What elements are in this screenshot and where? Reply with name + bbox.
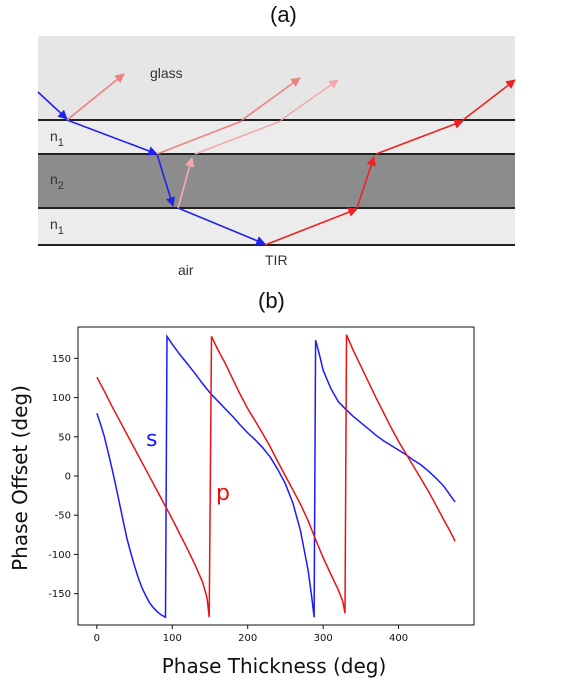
n1-top-label: n1 (50, 128, 64, 149)
air-label: air (178, 262, 194, 278)
reflected-ray-n2 (356, 156, 376, 209)
n2-layer (38, 154, 515, 208)
y-tick-label: -100 (48, 550, 71, 561)
x-tick-label: 300 (314, 633, 333, 644)
y-tick-label: -150 (48, 589, 71, 600)
partial-reflection-3b (194, 120, 282, 155)
partial-reflection-3c (280, 79, 339, 121)
partial-reflection-3a (177, 157, 195, 209)
x-axis-title: Phase Thickness (deg) (162, 654, 387, 678)
x-tick-label: 0 (94, 633, 100, 644)
x-axis-ticks: 0 100 200 300 400 (94, 625, 408, 644)
glass-layer (38, 36, 515, 120)
x-tick-label: 400 (389, 633, 408, 644)
reflected-ray-glass (462, 79, 516, 121)
y-tick-label: 100 (52, 393, 71, 404)
n1-bottom-label: n1 (50, 216, 64, 237)
y-tick-label: 50 (58, 432, 71, 443)
tir-label: TIR (265, 252, 288, 268)
y-axis-title: Phase Offset (deg) (8, 385, 32, 571)
panel-a-label: (a) (270, 2, 297, 27)
series-line-p (96, 334, 456, 618)
thin-film-diagram: glass n1 n2 n1 air TIR (37, 36, 516, 278)
series-label-p: p (216, 481, 230, 506)
n1-bottom-layer (38, 208, 515, 245)
y-tick-label: -50 (55, 511, 71, 522)
plot-frame (77, 326, 475, 626)
phase-chart: 0 100 200 300 400 150 100 50 0 -50 -100 -150 Phase… (8, 326, 475, 678)
partial-reflection-2b (241, 77, 301, 121)
series-label-s: s (146, 427, 157, 452)
transmitted-ray-n2 (156, 153, 176, 207)
n1-top-layer (38, 120, 515, 154)
y-tick-label: 150 (52, 354, 71, 365)
partial-reflection-1 (66, 73, 125, 121)
series-line-s (96, 333, 456, 619)
x-tick-label: 200 (238, 633, 257, 644)
reflected-ray-n1-top (375, 119, 464, 155)
tir-reflected-ray (264, 207, 358, 246)
transmitted-ray-n1-bottom (177, 207, 266, 246)
glass-label: glass (150, 65, 183, 81)
y-axis-ticks: 150 100 50 0 -50 -100 -150 (48, 354, 78, 600)
series-lines (96, 333, 456, 619)
n2-label: n2 (50, 171, 64, 192)
x-tick-label: 100 (163, 633, 182, 644)
transmitted-ray-n1-top (66, 119, 158, 156)
incident-ray (37, 91, 68, 120)
partial-reflection-2a (156, 120, 243, 155)
panel-b-label: (b) (258, 288, 285, 313)
y-tick-label: 0 (65, 472, 71, 483)
